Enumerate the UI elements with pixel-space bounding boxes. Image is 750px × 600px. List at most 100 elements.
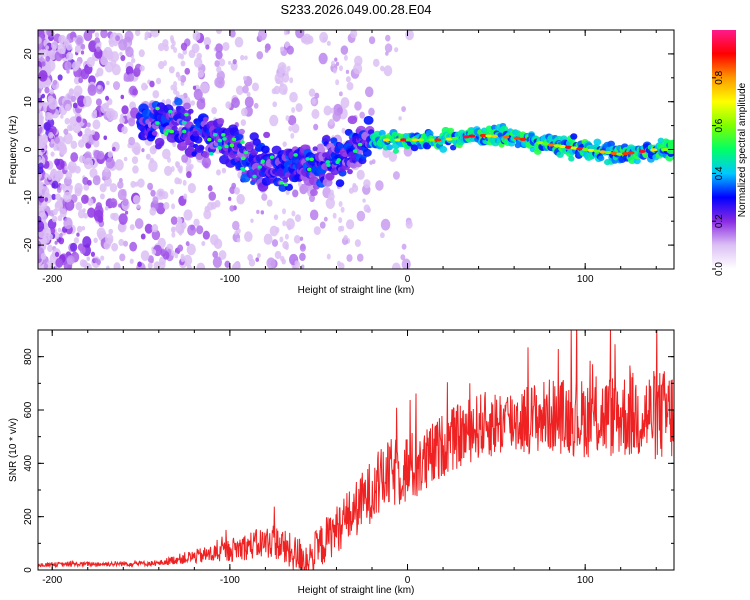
- spectrogram-cell: [322, 36, 327, 43]
- spectrogram-cell: [365, 86, 374, 98]
- spectrogram-cell: [132, 88, 139, 96]
- spectrogram-cell: [513, 136, 521, 140]
- spectrogram-cell: [392, 171, 400, 180]
- spectrogram-cell: [593, 138, 602, 146]
- spectrogram-cell: [70, 140, 78, 150]
- spectrogram-cell: [38, 220, 45, 233]
- spectrogram-cell: [326, 40, 331, 46]
- spectrogram-cell: [177, 244, 184, 252]
- spectrogram-cell: [491, 134, 499, 138]
- spectrogram-cell: [38, 207, 46, 219]
- spectrogram-cell: [57, 215, 63, 222]
- spectrogram-cell: [59, 232, 63, 238]
- spectrogram-cell: [51, 40, 58, 50]
- spectrogram-cell: [271, 239, 279, 247]
- spectrogram-cell: [173, 88, 178, 95]
- spectrogram-cell: [70, 242, 78, 252]
- spectrogram-cell: [72, 122, 82, 134]
- spectrogram-cell: [88, 40, 98, 53]
- spectrogram-x-label: Height of straight line (km): [298, 285, 415, 296]
- spectrogram-cell: [224, 144, 229, 149]
- spectrogram-cell: [141, 148, 145, 153]
- spectrogram-cell: [253, 102, 259, 109]
- spectrogram-cell: [346, 81, 354, 91]
- spectrogram-cell: [196, 98, 206, 110]
- spectrogram-cell: [105, 157, 115, 169]
- spectrogram-cell: [163, 60, 168, 67]
- spectrogram-cell: [229, 143, 235, 148]
- spectrogram-cell: [434, 138, 442, 142]
- spectrogram-cell: [338, 91, 343, 97]
- spectrogram-cell: [293, 265, 298, 269]
- spectrogram-cell: [66, 69, 70, 74]
- spectrogram-cell: [305, 157, 310, 161]
- spectrogram-cell: [536, 141, 544, 145]
- spectrogram-cell: [204, 205, 210, 213]
- spectrogram-cell: [95, 72, 100, 78]
- spectrogram-cell: [410, 144, 419, 152]
- spectrogram-cell: [363, 204, 371, 213]
- spectrogram-cell: [282, 88, 287, 95]
- spectrogram-cell: [183, 102, 191, 110]
- spectrogram-cell: [117, 180, 124, 189]
- spectrogram-cell: [54, 136, 60, 144]
- spectrogram-cell: [451, 136, 459, 140]
- spectrogram-cell: [165, 98, 172, 106]
- spectrogram-cell: [279, 80, 284, 87]
- spectrogram-cell: [279, 46, 285, 52]
- spectrogram-cell: [638, 149, 646, 153]
- chart-title: S233.2026.049.00.28.E04: [280, 2, 431, 17]
- spectrogram-cell: [309, 189, 318, 197]
- spectrogram-cell: [279, 236, 284, 243]
- spectrogram-cell: [293, 235, 301, 244]
- spectrogram-cell: [669, 139, 674, 147]
- spectrogram-cell: [100, 30, 108, 39]
- spectrogram-cell: [171, 203, 176, 210]
- spectrogram-cell: [240, 140, 245, 144]
- spectrogram-cell: [291, 210, 296, 217]
- spectrogram-cell: [73, 76, 81, 85]
- spectrogram-cell: [277, 62, 287, 74]
- spectrogram-cell: [38, 187, 42, 197]
- spectrogram-cell: [87, 84, 97, 96]
- spectrogram-cell: [286, 45, 294, 55]
- spectrogram-cell: [263, 131, 271, 139]
- spectrogram-cell: [359, 111, 365, 119]
- spectrogram-cell: [129, 241, 138, 252]
- spectrogram-cell: [94, 48, 103, 59]
- spectrogram-cell: [177, 52, 182, 59]
- spectrogram-cell: [197, 69, 205, 78]
- spectrogram-cell: [92, 175, 101, 186]
- spectrogram-cell: [110, 212, 116, 220]
- spectrogram-cell: [45, 55, 51, 62]
- spectrogram-cell: [95, 202, 103, 211]
- spectrogram-cell: [398, 116, 402, 121]
- spectrogram-cell: [230, 61, 238, 71]
- spectrogram-cell: [155, 77, 162, 85]
- spectrogram-cell: [228, 196, 232, 201]
- spectrogram-cell: [182, 179, 187, 186]
- spectrogram-cell: [149, 157, 154, 164]
- spectrogram-cell: [385, 34, 391, 42]
- spectrogram-cell: [240, 119, 247, 127]
- spectrogram-cell: [41, 93, 46, 99]
- spectrogram-cell: [354, 101, 362, 111]
- spectrogram-cell: [157, 43, 165, 52]
- spectrogram-cell: [212, 250, 219, 259]
- spectrogram-cell: [129, 258, 134, 264]
- spectrogram-cell: [104, 205, 109, 211]
- spectrogram-cell: [123, 240, 129, 247]
- spectrogram-cell: [323, 105, 332, 116]
- spectrogram-cell: [362, 148, 372, 157]
- spectrogram-xtick-label: 0: [405, 274, 411, 285]
- spectrogram-cell: [227, 60, 232, 65]
- spectrogram-cell: [334, 57, 338, 62]
- spectrogram-cell: [212, 132, 218, 137]
- spectrogram-cell: [82, 177, 89, 185]
- spectrogram-cell: [121, 105, 129, 115]
- spectrogram-cell: [134, 181, 139, 187]
- spectrogram-cell: [124, 210, 129, 215]
- spectrogram-cell: [212, 256, 222, 268]
- snr-xtick-label: 0: [405, 575, 411, 586]
- spectrogram-cell: [383, 138, 391, 142]
